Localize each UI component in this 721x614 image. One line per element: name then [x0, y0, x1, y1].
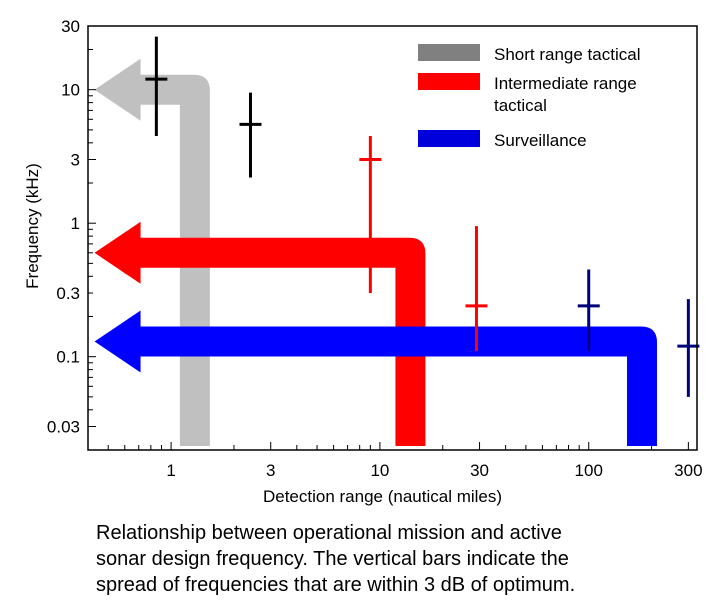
y-tick-label: 10 — [61, 81, 80, 100]
error-bar-2-1 — [359, 135, 382, 293]
error-bars-layer — [145, 36, 700, 397]
arrow-3 — [94, 310, 658, 446]
error-bar-1-2 — [239, 92, 262, 178]
legend-label-3: Surveillance — [494, 131, 587, 150]
x-tick-label: 1 — [166, 461, 175, 480]
error-bar-1-1 — [145, 36, 168, 136]
sonar-frequency-chart: 1 3 10 30 100 300 0.03 0.1 0.3 1 3 10 30 Short range… — [23, 17, 703, 506]
x-tick-label: 100 — [575, 461, 603, 480]
legend: Short range tactical Intermediate range ta… — [418, 44, 640, 150]
x-axis-label: Detection range (nautical miles) — [263, 487, 502, 506]
y-tick-label: 3 — [71, 150, 80, 169]
y-tick-label: 0.03 — [47, 417, 80, 436]
arrows-layer — [94, 58, 658, 446]
caption-line-3: spread of frequencies that are within 3 … — [96, 574, 576, 596]
error-bar-3-1 — [577, 269, 600, 352]
plot-frame — [87, 25, 698, 451]
error-bar-3-2 — [677, 299, 700, 397]
legend-label-2: tactical — [494, 96, 547, 115]
caption-line-2: sonar design frequency. The vertical bar… — [96, 548, 569, 570]
arrow-2 — [94, 221, 426, 446]
x-tick-label: 10 — [370, 461, 389, 480]
x-tick-label: 300 — [674, 461, 702, 480]
legend-swatch-2 — [418, 73, 480, 90]
error-bar-2-2 — [465, 226, 488, 352]
legend-swatch-1 — [418, 44, 480, 61]
x-tick-label: 30 — [470, 461, 489, 480]
axis-ticks-layer: 1 3 10 30 100 300 0.03 0.1 0.3 1 3 10 30 — [47, 17, 703, 480]
legend-label-2: Intermediate range — [494, 74, 637, 93]
y-axis-label: Frequency (kHz) — [23, 163, 42, 289]
y-tick-label: 0.3 — [56, 284, 80, 303]
x-tick-label: 3 — [266, 461, 275, 480]
legend-swatch-3 — [418, 130, 480, 147]
y-tick-label: 1 — [71, 214, 80, 233]
caption-line-1: Relationship between operational mission… — [96, 522, 562, 544]
legend-label-1: Short range tactical — [494, 45, 640, 64]
y-tick-label: 30 — [61, 17, 80, 36]
y-tick-label: 0.1 — [56, 348, 80, 367]
figure-caption: Relationship between operational mission… — [96, 520, 716, 598]
